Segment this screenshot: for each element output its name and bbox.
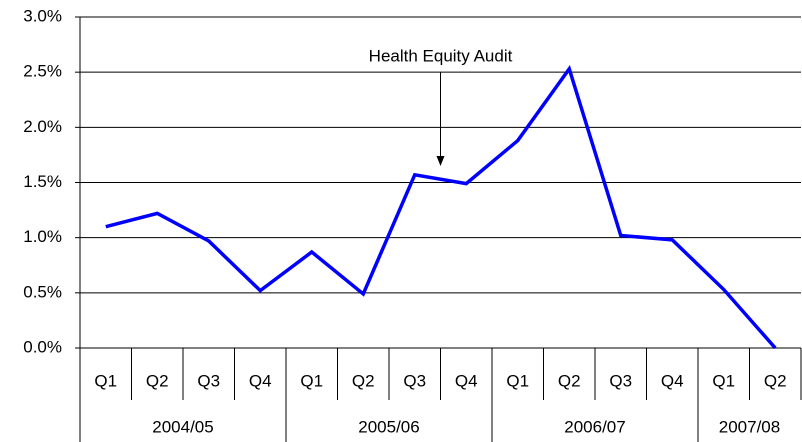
data-line xyxy=(105,64,777,350)
x-tick-label: Q1 xyxy=(94,371,117,390)
x-tick-label: Q1 xyxy=(506,371,529,390)
group-label: 2005/06 xyxy=(358,417,419,436)
x-tick-label: Q4 xyxy=(661,371,684,390)
x-tick-label: Q2 xyxy=(764,371,787,390)
x-tick-label: Q2 xyxy=(558,371,581,390)
y-tick-label: 2.5% xyxy=(23,62,62,81)
x-tick-label: Q3 xyxy=(403,371,426,390)
x-tick-label: Q2 xyxy=(352,371,375,390)
group-label: 2006/07 xyxy=(564,417,625,436)
y-tick-label: 0.5% xyxy=(23,282,62,301)
x-tick-label: Q1 xyxy=(712,371,735,390)
x-tick-label: Q4 xyxy=(249,371,272,390)
x-tick-label: Q1 xyxy=(300,371,323,390)
group-label: 2007/08 xyxy=(719,417,780,436)
annotation: Health Equity Audit xyxy=(369,46,513,65)
y-tick-label: 1.5% xyxy=(23,172,62,191)
x-tick-label: Q4 xyxy=(455,371,478,390)
x-tick-label: Q3 xyxy=(609,371,632,390)
y-tick-label: 2.0% xyxy=(23,117,62,136)
y-tick-label: 3.0% xyxy=(23,6,62,25)
y-tick-label: 1.0% xyxy=(23,227,62,246)
y-tick-label: 0.0% xyxy=(23,337,62,356)
x-tick-label: Q2 xyxy=(146,371,169,390)
x-tick-label: Q3 xyxy=(197,371,220,390)
arrow-head xyxy=(436,156,445,166)
group-label: 2004/05 xyxy=(152,417,213,436)
